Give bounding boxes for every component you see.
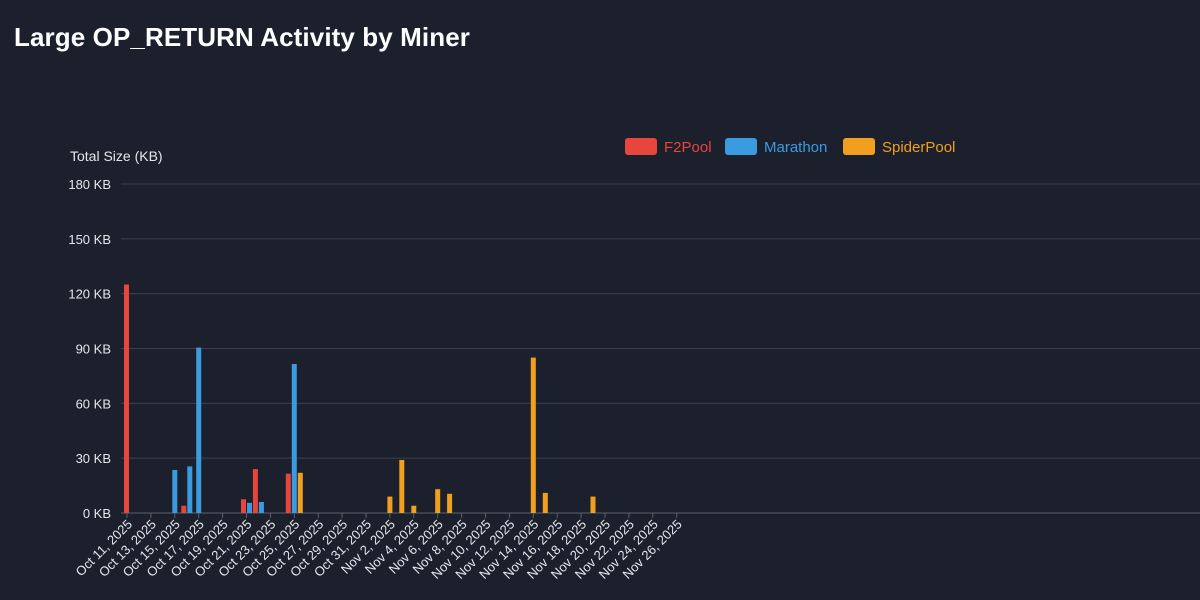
legend-label: Marathon [764,139,827,156]
y-tick-label: 30 KB [76,451,111,466]
legend-item-marathon[interactable]: Marathon [725,138,827,156]
legend-label: F2Pool [664,139,712,156]
legend-item-f2pool[interactable]: F2Pool [625,138,712,156]
bars [124,284,596,514]
bar-spiderpool[interactable] [387,496,393,513]
bar-spiderpool[interactable] [542,492,548,513]
bar-f2pool[interactable] [252,469,258,513]
legend-label: SpiderPool [882,139,955,156]
legend-swatch [725,138,757,155]
bar-f2pool[interactable] [241,499,246,513]
y-tick-label: 180 KB [68,177,111,192]
y-tick-label: 60 KB [76,396,111,411]
gridlines [121,183,1200,514]
legend-swatch [625,138,657,155]
y-axis-ticks: 0 KB 30 KB 60 KB 90 KB 120 KB 150 KB 180 KB [68,177,111,521]
legend: F2Pool Marathon SpiderPool [625,138,955,156]
legend-swatch [843,138,875,155]
bar-f2pool[interactable] [181,505,187,513]
y-tick-label: 0 KB [83,506,111,521]
bar-spiderpool[interactable] [590,496,596,513]
y-tick-label: 120 KB [68,287,111,302]
bar-marathon[interactable] [258,502,264,513]
bar-marathon[interactable] [247,502,252,513]
page-title: Large OP_RETURN Activity by Miner [14,22,470,52]
bar-spiderpool[interactable] [447,493,453,513]
bar-marathon[interactable] [187,466,193,513]
bar-marathon[interactable] [196,347,202,513]
bar-spiderpool[interactable] [411,505,417,513]
bar-marathon[interactable] [172,470,178,513]
y-tick-label: 90 KB [76,342,111,357]
y-tick-label: 150 KB [68,232,111,247]
y-axis-label: Total Size (KB) [70,148,163,164]
bar-f2pool[interactable] [124,284,129,514]
bar-f2pool[interactable] [285,473,291,513]
bar-spiderpool[interactable] [399,460,405,513]
bar-spiderpool[interactable] [530,357,536,513]
legend-item-spiderpool[interactable]: SpiderPool [843,138,955,156]
bar-spiderpool[interactable] [435,489,441,513]
bar-marathon[interactable] [291,364,297,513]
bar-spiderpool[interactable] [297,472,303,513]
